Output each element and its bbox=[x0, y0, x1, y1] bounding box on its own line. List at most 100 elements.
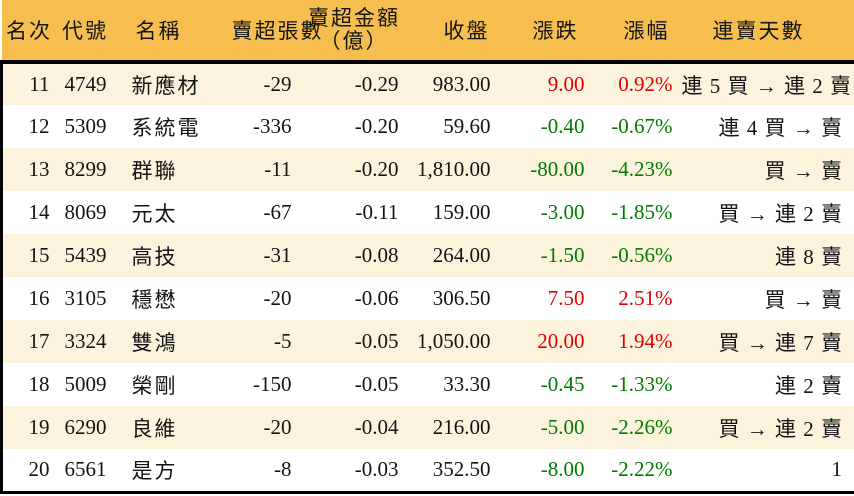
cell-sell-streak: 1 bbox=[681, 449, 854, 494]
cell-rank: 15 bbox=[0, 234, 57, 277]
cell-rank: 20 bbox=[0, 449, 57, 494]
cell-name: 元太 bbox=[113, 191, 232, 234]
table-row: 12 5309 系統電 -336 -0.20 59.60 -0.40 -0.67… bbox=[0, 105, 854, 148]
table-row: 18 5009 榮剛 -150 -0.05 33.30 -0.45 -1.33%… bbox=[0, 363, 854, 406]
cell-sell-amount: -0.20 bbox=[301, 148, 407, 191]
cell-rank: 16 bbox=[0, 277, 57, 320]
cell-change: -3.00 bbox=[498, 191, 593, 234]
cell-rank: 14 bbox=[0, 191, 57, 234]
cell-sell-amount: -0.11 bbox=[301, 191, 407, 234]
cell-code: 5439 bbox=[56, 234, 114, 277]
cell-sell-streak: 連 2 賣 bbox=[681, 363, 854, 406]
cell-code: 3105 bbox=[56, 277, 114, 320]
table-row: 11 4749 新應材 -29 -0.29 983.00 9.00 0.92% … bbox=[0, 62, 854, 105]
cell-sell-amount: -0.06 bbox=[301, 277, 407, 320]
cell-sell-streak: 連 5 買 → 連 2 賣 bbox=[681, 62, 854, 105]
cell-name: 榮剛 bbox=[113, 363, 232, 406]
cell-sell-amount: -0.05 bbox=[301, 363, 407, 406]
cell-sell-streak: 買 → 連 2 賣 bbox=[681, 406, 854, 449]
cell-sell-amount: -0.05 bbox=[301, 320, 407, 363]
cell-close: 33.30 bbox=[406, 363, 499, 406]
cell-close: 983.00 bbox=[406, 62, 499, 105]
cell-rank: 19 bbox=[0, 406, 57, 449]
cell-code: 8299 bbox=[56, 148, 114, 191]
cell-code: 8069 bbox=[56, 191, 114, 234]
cell-change: -0.40 bbox=[498, 105, 593, 148]
cell-change-pct: -4.23% bbox=[592, 148, 682, 191]
cell-change: -8.00 bbox=[498, 449, 593, 494]
cell-sell-volume: -5 bbox=[231, 320, 302, 363]
column-header-sell-volume: 賣超張數 bbox=[231, 0, 322, 64]
cell-code: 4749 bbox=[56, 62, 114, 105]
cell-sell-streak: 買 → 連 2 賣 bbox=[681, 191, 854, 234]
cell-sell-volume: -20 bbox=[231, 277, 302, 320]
table-row: 15 5439 高技 -31 -0.08 264.00 -1.50 -0.56%… bbox=[0, 234, 854, 277]
column-header-rank: 名次 bbox=[1, 0, 57, 64]
cell-code: 5309 bbox=[56, 105, 114, 148]
column-header-sell-amount: 賣超金額 （億） bbox=[301, 0, 407, 64]
cell-change-pct: 0.92% bbox=[592, 62, 682, 105]
cell-name: 穩懋 bbox=[113, 277, 232, 320]
cell-close: 1,050.00 bbox=[406, 320, 499, 363]
column-header-code: 代號 bbox=[56, 0, 114, 64]
cell-rank: 12 bbox=[0, 105, 57, 148]
cell-sell-amount: -0.03 bbox=[301, 449, 407, 494]
cell-sell-amount: -0.08 bbox=[301, 234, 407, 277]
cell-change: -80.00 bbox=[498, 148, 593, 191]
column-header-sell-amount-line1: 賣超金額 bbox=[308, 6, 400, 30]
column-header-sell-streak: 連賣天數 bbox=[681, 0, 854, 64]
cell-change: 20.00 bbox=[498, 320, 593, 363]
cell-close: 306.50 bbox=[406, 277, 499, 320]
cell-change-pct: -1.33% bbox=[592, 363, 682, 406]
column-header-change: 漲跌 bbox=[498, 0, 593, 64]
cell-change: -0.45 bbox=[498, 363, 593, 406]
cell-change: -1.50 bbox=[498, 234, 593, 277]
cell-sell-volume: -31 bbox=[231, 234, 302, 277]
cell-name: 新應材 bbox=[113, 62, 232, 105]
cell-close: 159.00 bbox=[406, 191, 499, 234]
cell-name: 系統電 bbox=[113, 105, 232, 148]
cell-close: 1,810.00 bbox=[406, 148, 499, 191]
cell-sell-amount: -0.20 bbox=[301, 105, 407, 148]
cell-sell-streak: 買 → 連 7 賣 bbox=[681, 320, 854, 363]
cell-code: 6561 bbox=[56, 449, 114, 494]
cell-sell-streak: 連 8 賣 bbox=[681, 234, 854, 277]
cell-sell-amount: -0.29 bbox=[301, 62, 407, 105]
cell-change: 9.00 bbox=[498, 62, 593, 105]
cell-change-pct: -2.26% bbox=[592, 406, 682, 449]
cell-sell-volume: -67 bbox=[231, 191, 302, 234]
cell-rank: 11 bbox=[0, 62, 57, 105]
table-header-row: 名次 代號 名稱 賣超張數 賣超金額 （億） 收盤 漲跌 漲幅 連賣天數 bbox=[1, 0, 854, 64]
cell-change-pct: -0.56% bbox=[592, 234, 682, 277]
cell-close: 59.60 bbox=[406, 105, 499, 148]
cell-rank: 18 bbox=[0, 363, 57, 406]
cell-sell-volume: -336 bbox=[231, 105, 302, 148]
cell-name: 雙鴻 bbox=[113, 320, 232, 363]
cell-name: 群聯 bbox=[113, 148, 232, 191]
cell-sell-volume: -8 bbox=[231, 449, 302, 494]
cell-change: 7.50 bbox=[498, 277, 593, 320]
cell-sell-volume: -29 bbox=[231, 62, 302, 105]
cell-sell-volume: -20 bbox=[231, 406, 302, 449]
cell-close: 352.50 bbox=[406, 449, 499, 494]
cell-name: 高技 bbox=[113, 234, 232, 277]
table-row: 13 8299 群聯 -11 -0.20 1,810.00 -80.00 -4.… bbox=[0, 148, 854, 191]
cell-change: -5.00 bbox=[498, 406, 593, 449]
column-header-close: 收盤 bbox=[406, 0, 499, 64]
table-row: 19 6290 良維 -20 -0.04 216.00 -5.00 -2.26%… bbox=[0, 406, 854, 449]
cell-change-pct: -1.85% bbox=[592, 191, 682, 234]
table-row: 16 3105 穩懋 -20 -0.06 306.50 7.50 2.51% 買… bbox=[0, 277, 854, 320]
cell-sell-streak: 買 → 賣 bbox=[681, 148, 854, 191]
column-header-name: 名稱 bbox=[113, 0, 232, 64]
cell-name: 是方 bbox=[113, 449, 232, 494]
cell-code: 6290 bbox=[56, 406, 114, 449]
cell-change-pct: 1.94% bbox=[592, 320, 682, 363]
cell-change-pct: -0.67% bbox=[592, 105, 682, 148]
cell-rank: 17 bbox=[0, 320, 57, 363]
cell-code: 3324 bbox=[56, 320, 114, 363]
cell-sell-streak: 連 4 買 → 賣 bbox=[681, 105, 854, 148]
table-row: 14 8069 元太 -67 -0.11 159.00 -3.00 -1.85%… bbox=[0, 191, 854, 234]
cell-name: 良維 bbox=[113, 406, 232, 449]
